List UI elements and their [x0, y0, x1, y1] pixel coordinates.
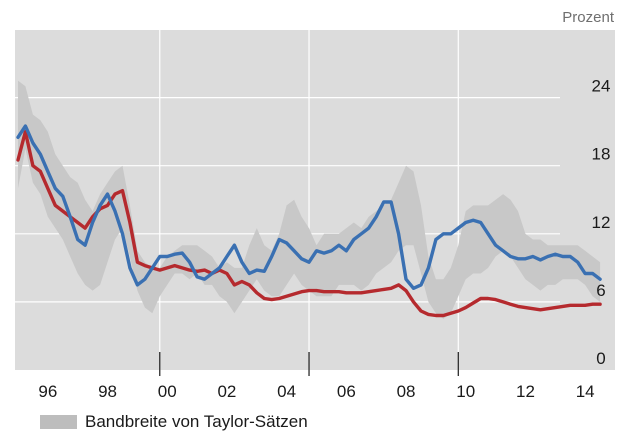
- legend-swatch: [40, 415, 77, 429]
- x-tick-label: 12: [516, 382, 535, 401]
- x-tick-label: 06: [337, 382, 356, 401]
- y-tick-label: 0: [596, 349, 605, 368]
- x-axis: 96 98 00 02 04 06 08 10 12 14: [38, 352, 595, 401]
- x-tick-label: 00: [158, 382, 177, 401]
- taylor-band: [18, 80, 601, 319]
- legend: Bandbreite von Taylor-Sätzen: [40, 412, 308, 432]
- taylor-band-layer: [18, 80, 601, 319]
- y-axis-ticks: 0 6 12 18 24: [592, 77, 611, 368]
- series-line-red: [16, 129, 602, 318]
- x-tick-label: 02: [217, 382, 236, 401]
- y-tick-label: 12: [592, 213, 611, 232]
- series-line-blue: [16, 124, 602, 290]
- x-tick-label: 14: [576, 382, 595, 401]
- y-tick-label: 18: [592, 145, 611, 164]
- unit-label: Prozent: [562, 9, 615, 26]
- x-tick-label: 96: [38, 382, 57, 401]
- x-tick-label: 10: [456, 382, 475, 401]
- x-tick-label: 98: [98, 382, 117, 401]
- x-tick-label: 04: [277, 382, 296, 401]
- vertical-gridlines: [159, 30, 459, 370]
- y-tick-label: 6: [596, 281, 605, 300]
- series-layer: [16, 124, 602, 318]
- legend-label: Bandbreite von Taylor-Sätzen: [85, 412, 308, 431]
- y-tick-label: 24: [592, 77, 611, 96]
- x-tick-label: 08: [397, 382, 416, 401]
